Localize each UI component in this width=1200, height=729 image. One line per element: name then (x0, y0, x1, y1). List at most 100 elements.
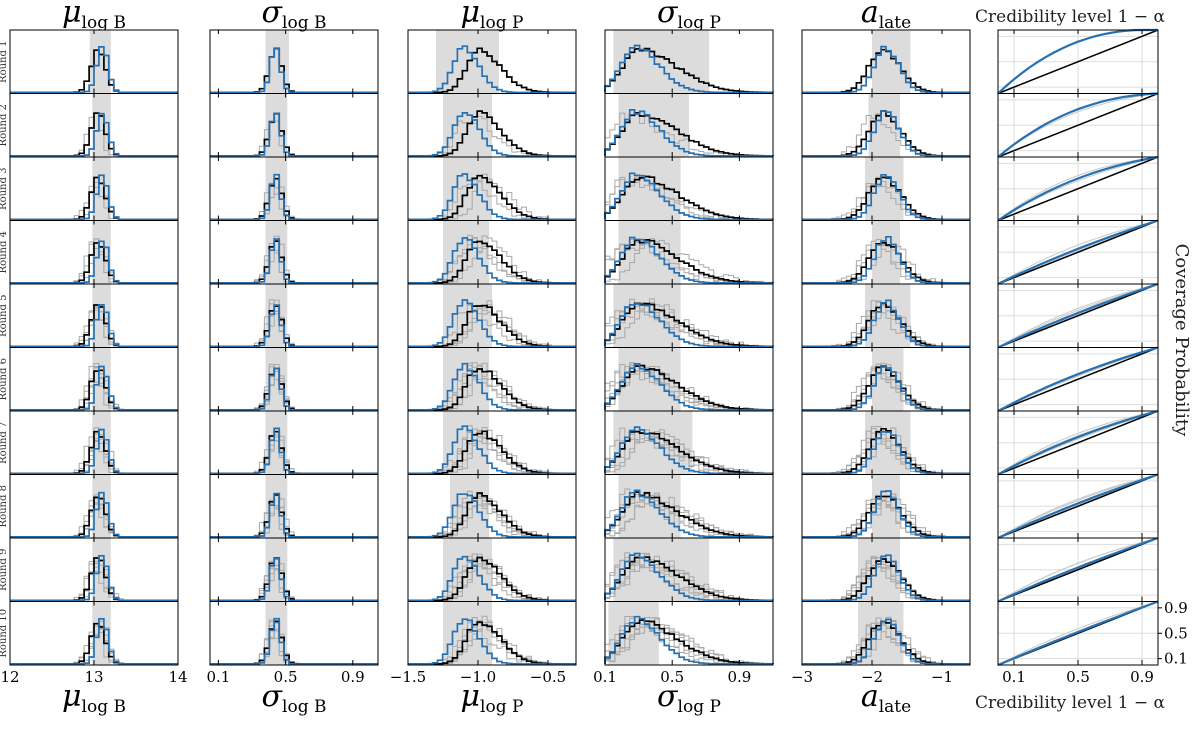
black-histogram (604, 556, 774, 602)
blue-histogram (210, 617, 378, 665)
coverage-panel-round-5 (997, 282, 1159, 349)
panel-a_late-round-3 (801, 156, 971, 221)
gray-histogram (210, 235, 378, 284)
panel-frame (209, 220, 379, 285)
x-tick-label: −2 (861, 668, 883, 686)
panel-frame (604, 601, 774, 666)
black-histogram (210, 47, 378, 94)
round-label: Round 7 (0, 422, 9, 464)
blue-histogram (10, 112, 178, 157)
blue-histogram (210, 173, 378, 221)
gray-coverage-curve (997, 474, 1159, 539)
panel-sigma_logB-round-10 (209, 601, 379, 666)
panel-sigma_logP-round-9 (604, 537, 774, 602)
blue-histogram (408, 618, 576, 665)
blue-histogram (408, 299, 576, 348)
blue-histogram (408, 112, 576, 157)
blue-histogram (408, 173, 576, 221)
y-tick-label: 0.1 (1164, 650, 1188, 668)
panel-sigma_logP-round-1 (604, 29, 774, 94)
gray-histogram (604, 238, 774, 284)
blue-histogram (10, 365, 178, 411)
black-histogram (210, 557, 378, 602)
blue-coverage-curve (997, 409, 1159, 476)
diagonal-line (997, 92, 1159, 158)
diagonal-line (997, 29, 1159, 95)
coverage-panel-round-3 (997, 155, 1159, 222)
panel-sigma_logB-round-7 (209, 410, 379, 475)
round-label: Round 6 (0, 358, 9, 400)
x-tick-label: 0.1 (593, 668, 617, 686)
gray-histogram (210, 186, 378, 220)
panel-sigma_logP-round-2 (604, 93, 774, 158)
coverage-x-tick-label: 0.5 (1066, 668, 1090, 686)
x-tick-label: −1 (931, 668, 953, 686)
col-title-top-mu_logB: μlog B (62, 0, 126, 33)
panel-mu_logB-round-3 (9, 156, 179, 221)
round-label: Round 8 (0, 485, 9, 527)
blue-histogram (802, 173, 970, 221)
blue-coverage-curve (997, 346, 1159, 412)
x-tick-label: −1.5 (390, 668, 426, 686)
blue-histogram (802, 554, 970, 602)
prior-band (858, 538, 900, 602)
blue-histogram (210, 492, 378, 538)
diagonal-line (997, 410, 1159, 476)
blue-histogram (604, 552, 773, 602)
panel-sigma_logP-round-6 (604, 347, 774, 412)
black-histogram (210, 430, 378, 475)
col-title-bottom-mu_logP: μlog P (461, 679, 524, 717)
col-title-bottom-mu_logB: μlog B (62, 679, 126, 717)
gray-histogram (210, 568, 378, 601)
panel-sigma_logB-round-1 (209, 29, 379, 94)
blue-histogram (408, 493, 576, 538)
blue-histogram (210, 47, 378, 94)
blue-histogram (802, 431, 970, 475)
panel-a_late-round-1 (801, 29, 971, 94)
prior-band (265, 474, 288, 538)
coverage-panel-round-6 (997, 346, 1159, 412)
coverage-title-bottom: Credibility level 1 − α (975, 693, 1165, 713)
prior-band (265, 601, 288, 665)
blue-histogram (210, 557, 378, 602)
prior-band (872, 30, 911, 94)
gray-coverage-curve (997, 601, 1159, 666)
blue-histogram (604, 303, 773, 348)
gray-histogram (210, 299, 378, 347)
prior-band (265, 157, 288, 221)
blue-histogram (10, 174, 178, 221)
blue-histogram (210, 112, 378, 157)
col-title-top-a_late: alate (861, 0, 911, 33)
col-title-bottom-a_late: alate (861, 679, 911, 717)
y-tick-label: 0.5 (1164, 624, 1188, 642)
panel-sigma_logP-round-10 (604, 601, 774, 666)
prior-band (92, 474, 111, 538)
x-tick-label: 0.5 (274, 668, 298, 686)
gray-histogram (210, 498, 378, 538)
panel-mu_logB-round-10 (9, 601, 179, 666)
panel-mu_logB-round-2 (9, 93, 179, 158)
col-title-top-sigma_logB: σlog B (262, 0, 327, 33)
panel-mu_logB-round-7 (9, 410, 179, 475)
prior-band (868, 93, 900, 157)
gray-histogram (210, 299, 378, 347)
gray-histogram (210, 557, 378, 601)
blue-histogram (604, 44, 773, 94)
round-label: Round 4 (0, 231, 9, 273)
black-histogram (210, 367, 378, 411)
blue-histogram (10, 240, 178, 284)
black-histogram (210, 240, 378, 284)
gray-histogram (210, 565, 378, 601)
panel-sigma_logP-round-5 (604, 283, 774, 348)
x-tick-label: −0.5 (530, 668, 566, 686)
blue-coverage-curve (997, 155, 1159, 222)
blue-histogram (802, 235, 970, 284)
x-tick-label: 0.9 (341, 668, 365, 686)
blue-histogram (408, 237, 576, 284)
panel-mu_logP-round-5 (407, 283, 577, 348)
blue-histogram (802, 366, 970, 411)
panel-frame (209, 283, 379, 348)
prior-band (92, 411, 111, 475)
diagonal-line (997, 346, 1159, 412)
panel-sigma_logP-round-7 (604, 410, 774, 475)
